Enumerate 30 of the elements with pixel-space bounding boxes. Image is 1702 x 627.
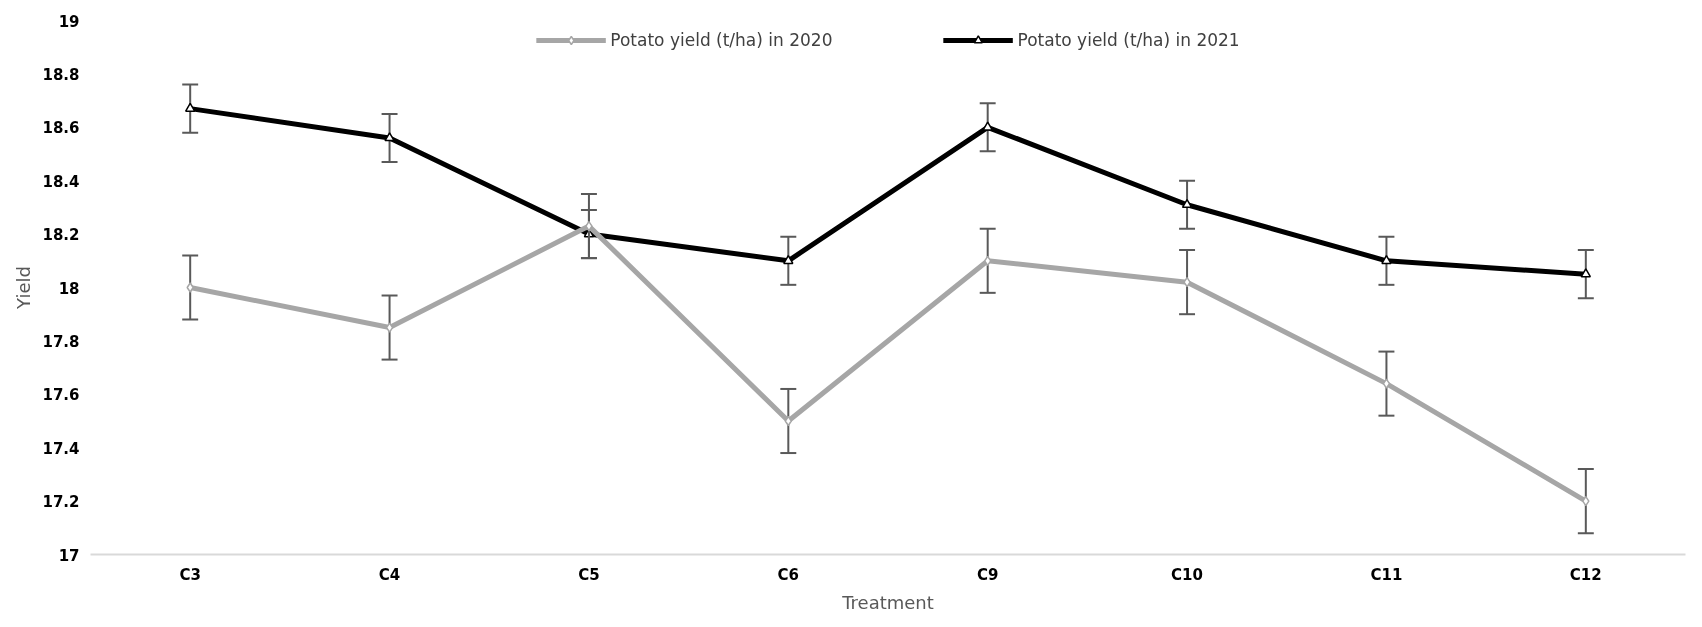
y-tick-label: 17 <box>58 546 80 565</box>
point <box>184 102 196 112</box>
y-tick-label: 18.6 <box>42 119 80 138</box>
y-tick-label: 17.8 <box>42 332 80 351</box>
x-tick-label: C4 <box>378 565 401 584</box>
y-tick-label: 17.2 <box>42 493 80 512</box>
y-tick-label: 18.8 <box>42 65 80 84</box>
y-tick-label: 17.6 <box>42 386 80 405</box>
point <box>1580 268 1592 278</box>
x-tick-label: C3 <box>179 565 201 584</box>
x-tick-label: C5 <box>578 565 600 584</box>
x-tick-label: C12 <box>1569 565 1602 584</box>
y-tick-label: 18.4 <box>42 172 80 191</box>
x-tick-label: C9 <box>976 565 999 584</box>
x-tick-label: C6 <box>777 565 800 584</box>
legend-label: Potato yield (t/ha) in 2020 <box>610 30 833 50</box>
point <box>186 282 194 293</box>
legend-label: Potato yield (t/ha) in 2021 <box>1017 30 1240 50</box>
y-tick-label: 17.4 <box>42 439 80 458</box>
x-tick-label: C11 <box>1370 565 1403 584</box>
point <box>784 415 793 427</box>
point <box>1381 254 1392 265</box>
y-tick-label: 18.2 <box>42 226 80 245</box>
y-tick-label: 18 <box>58 279 80 298</box>
x-axis-title: Treatment <box>841 591 934 613</box>
y-axis-title: Yield <box>13 266 35 310</box>
y-tick-label: 19 <box>58 12 80 31</box>
point <box>783 254 794 265</box>
x-tick-label: C10 <box>1171 565 1204 584</box>
point <box>1382 378 1391 389</box>
